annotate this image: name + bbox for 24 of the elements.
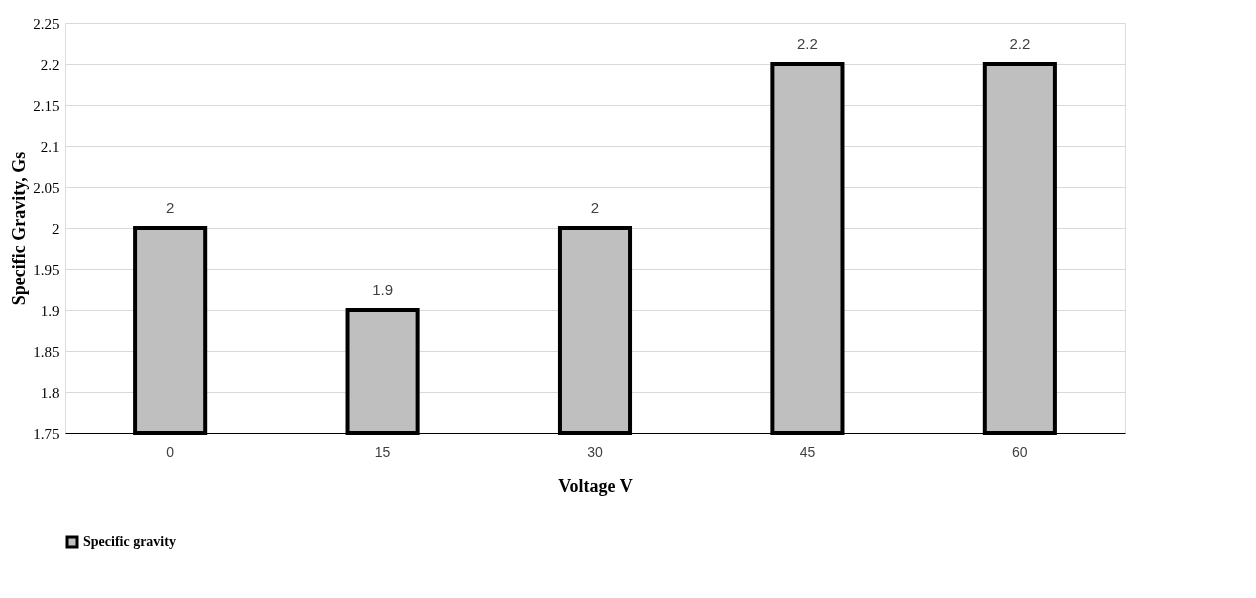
y-axis-title: Specific Gravity, Gs <box>9 151 30 306</box>
data-label: 2.2 <box>797 35 818 52</box>
y-tick-label: 2.25 <box>33 15 60 32</box>
y-tick-label: 2 <box>52 220 60 237</box>
y-tick-label: 1.85 <box>33 343 60 360</box>
x-axis-title: Voltage V <box>558 475 633 496</box>
x-tick-label: 60 <box>1012 443 1028 460</box>
x-tick-label: 45 <box>799 443 816 460</box>
data-label: 2 <box>590 199 600 216</box>
legend-label: Specific gravity <box>83 534 176 549</box>
y-tick-label: 2.2 <box>40 56 60 73</box>
y-tick-label: 2.05 <box>33 179 60 196</box>
data-label: 2 <box>165 199 175 216</box>
y-tick-label: 1.9 <box>40 302 60 319</box>
data-label: 2.2 <box>1009 35 1031 52</box>
data-label: 1.9 <box>372 281 393 298</box>
x-tick-label: 30 <box>587 443 603 460</box>
y-tick-label: 2.1 <box>40 138 60 155</box>
x-tick-label: 0 <box>166 443 175 460</box>
y-tick-label: 1.75 <box>33 425 60 442</box>
y-tick-label: 2.15 <box>33 97 60 114</box>
x-tick-label: 15 <box>374 443 391 460</box>
y-tick-label: 1.8 <box>40 384 60 401</box>
y-tick-label: 1.95 <box>33 261 60 278</box>
